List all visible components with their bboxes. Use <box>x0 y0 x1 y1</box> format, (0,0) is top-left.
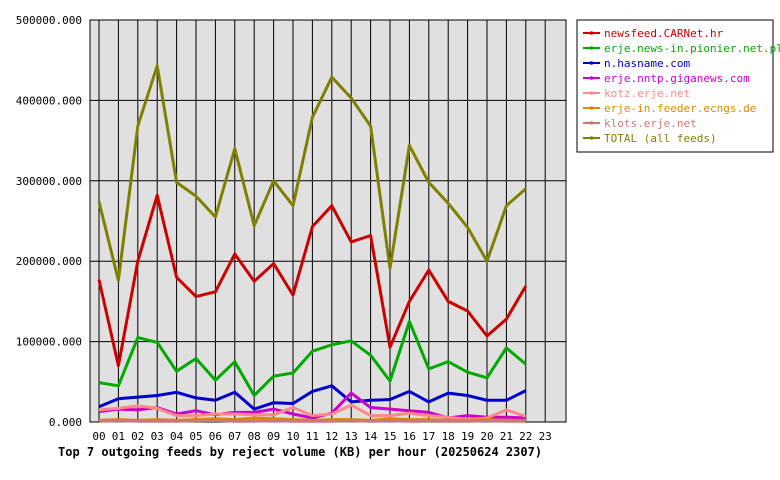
x-tick-label: 22 <box>519 430 532 443</box>
series-line <box>98 403 527 422</box>
x-tick-label: 18 <box>442 430 455 443</box>
x-tick-label: 19 <box>461 430 474 443</box>
x-tick-label: 10 <box>286 430 299 443</box>
legend-marker <box>589 106 594 110</box>
x-tick-label: 17 <box>422 430 435 443</box>
x-tick-label: 11 <box>306 430 319 443</box>
x-tick-label: 14 <box>364 430 378 443</box>
series-line <box>97 193 528 368</box>
x-tick-label: 02 <box>131 430 144 443</box>
legend-label: n.hasname.com <box>604 57 690 70</box>
x-tick-label: 07 <box>228 430 241 443</box>
legend-marker <box>589 91 594 95</box>
x-tick-label: 08 <box>248 430 261 443</box>
legend-marker <box>589 136 594 140</box>
legend-label: klots.erje.net <box>604 117 697 130</box>
y-tick-label: 500000.000 <box>16 14 82 27</box>
x-tick-label: 06 <box>209 430 222 443</box>
y-tick-label: 400000.000 <box>16 94 82 107</box>
y-tick-label: 100000.000 <box>16 336 82 349</box>
legend-label: kotz.erje.net <box>604 87 690 100</box>
x-tick-label: 13 <box>345 430 358 443</box>
legend-label: erje-in.feeder.ecngs.de <box>604 102 756 115</box>
legend-marker <box>589 121 594 125</box>
legend-label: newsfeed.CARNet.hr <box>604 27 724 40</box>
series-line <box>97 64 527 282</box>
legend-marker <box>589 46 594 50</box>
legend-label: erje.news-in.pionier.net.pl <box>604 42 780 55</box>
x-tick-label: 03 <box>151 430 164 443</box>
legend-label: TOTAL (all feeds) <box>604 132 717 145</box>
x-tick-label: 20 <box>480 430 493 443</box>
plot-area <box>90 20 566 422</box>
x-tick-label: 23 <box>539 430 552 443</box>
series-line <box>98 320 527 397</box>
y-tick-label: 300000.000 <box>16 175 82 188</box>
legend-label: erje.nntp.giganews.com <box>604 72 750 85</box>
x-tick-label: 16 <box>403 430 416 443</box>
legend-marker <box>589 76 594 80</box>
x-tick-label: 04 <box>170 430 184 443</box>
y-tick-label: 200000.000 <box>16 255 82 268</box>
legend-box <box>576 19 774 153</box>
legend-marker <box>589 31 594 35</box>
series-line <box>98 418 526 423</box>
legend-marker <box>589 61 594 65</box>
series-line <box>98 384 527 411</box>
x-tick-label: 01 <box>112 430 125 443</box>
x-tick-label: 21 <box>500 430 513 443</box>
y-tick-label: 0.000 <box>49 416 82 429</box>
x-tick-label: 00 <box>92 430 105 443</box>
x-tick-label: 15 <box>383 430 396 443</box>
x-tick-label: 09 <box>267 430 280 443</box>
chart-title: Top 7 outgoing feeds by reject volume (K… <box>58 445 542 459</box>
x-tick-label: 12 <box>325 430 338 443</box>
x-tick-label: 05 <box>189 430 202 443</box>
